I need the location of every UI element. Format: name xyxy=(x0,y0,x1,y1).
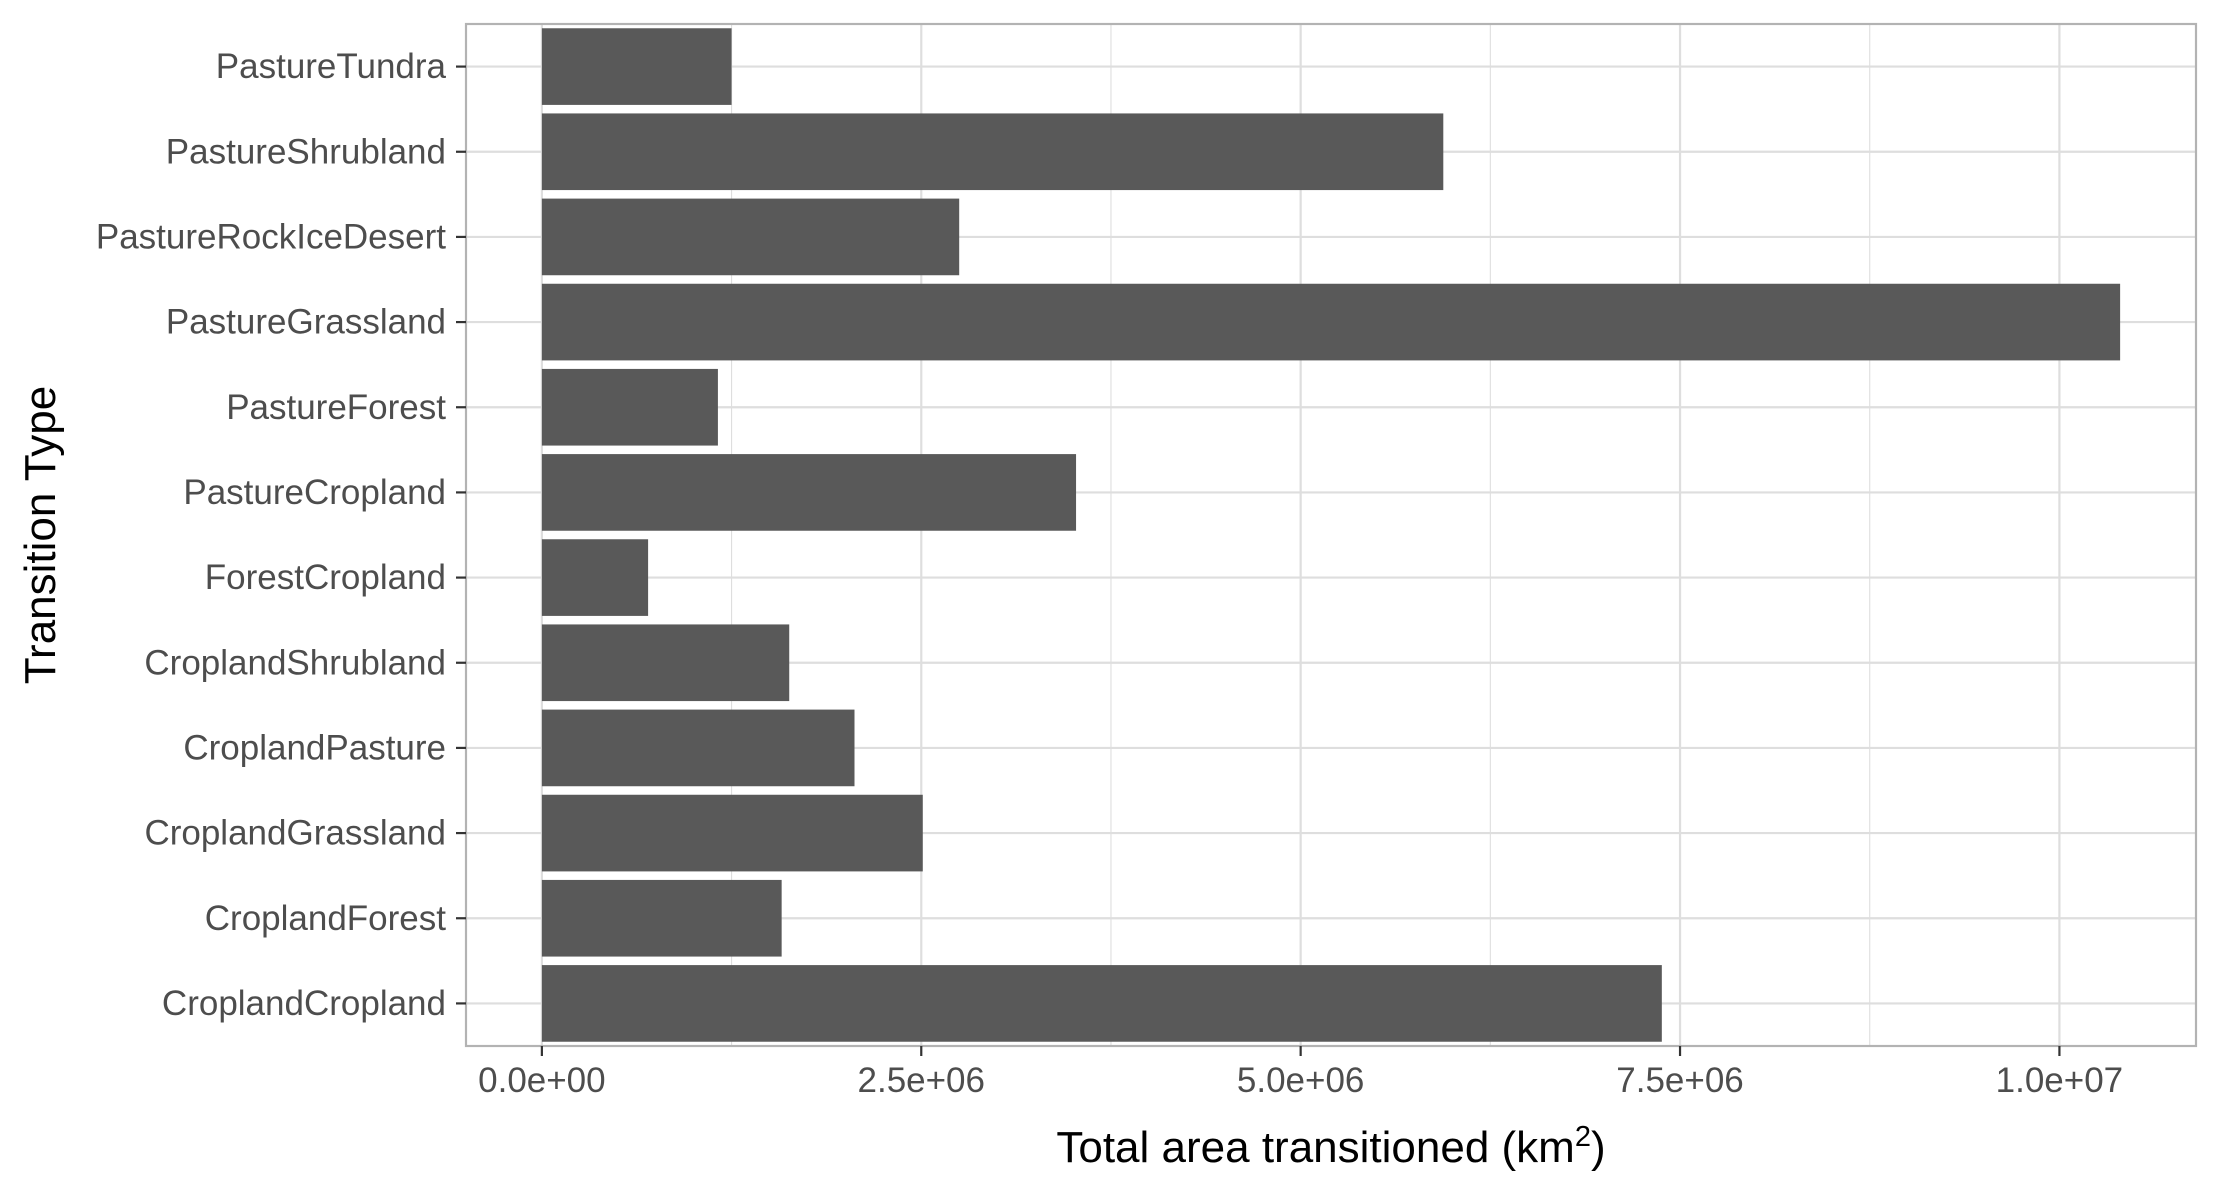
y-tick-label: PastureCropland xyxy=(183,473,446,512)
bar-CroplandPasture xyxy=(541,709,855,787)
bar-PastureTundra xyxy=(541,28,732,105)
y-tick-label: CroplandGrassland xyxy=(144,814,446,853)
x-tick-label: 1.0e+07 xyxy=(1996,1061,2124,1100)
y-axis: CroplandCropland CroplandForest CroplandGr… xyxy=(96,47,466,1023)
y-tick-label: ForestCropland xyxy=(205,558,446,597)
bar-CroplandShrubland xyxy=(541,624,790,702)
y-tick-label: CroplandPasture xyxy=(183,728,446,767)
bar-PastureForest xyxy=(541,368,718,446)
y-tick-label: PastureForest xyxy=(226,388,446,427)
bar-CroplandForest xyxy=(541,879,782,957)
y-tick-label: PastureRockIceDesert xyxy=(96,217,446,256)
x-axis-title: Total area transitioned (km2) xyxy=(1056,1121,1605,1172)
y-tick-label: CroplandForest xyxy=(205,899,446,938)
y-tick-label: PastureShrubland xyxy=(166,132,446,171)
bar-CroplandCropland xyxy=(541,965,1662,1042)
bar-PastureRockIceDesert xyxy=(541,198,960,276)
x-axis: 0.0e+00 2.5e+06 5.0e+06 7.5e+06 1.0e+07 xyxy=(478,1046,2123,1100)
bars xyxy=(541,28,2121,1042)
y-tick-label: PastureTundra xyxy=(216,47,447,86)
bar-PastureShrubland xyxy=(541,113,1444,191)
x-tick-label: 5.0e+06 xyxy=(1237,1061,1365,1100)
bar-PastureCropland xyxy=(541,454,1077,531)
bar-PastureGrassland xyxy=(541,283,2121,361)
y-tick-label: CroplandShrubland xyxy=(144,643,446,682)
bar-ForestCropland xyxy=(541,539,649,616)
x-tick-label: 0.0e+00 xyxy=(478,1061,606,1100)
x-axis-title-superscript: 2 xyxy=(1575,1121,1591,1153)
panel-border xyxy=(464,22,2198,1048)
x-tick-label: 7.5e+06 xyxy=(1616,1061,1744,1100)
x-tick-label: 2.5e+06 xyxy=(858,1061,986,1100)
y-axis-title: Transition Type xyxy=(16,386,65,684)
x-axis-title-suffix: ) xyxy=(1591,1123,1606,1172)
bar-CroplandGrassland xyxy=(541,794,923,872)
y-tick-label: PastureGrassland xyxy=(166,303,446,342)
x-axis-title-main: Total area transitioned (km xyxy=(1056,1123,1574,1172)
y-tick-label: CroplandCropland xyxy=(162,984,446,1023)
